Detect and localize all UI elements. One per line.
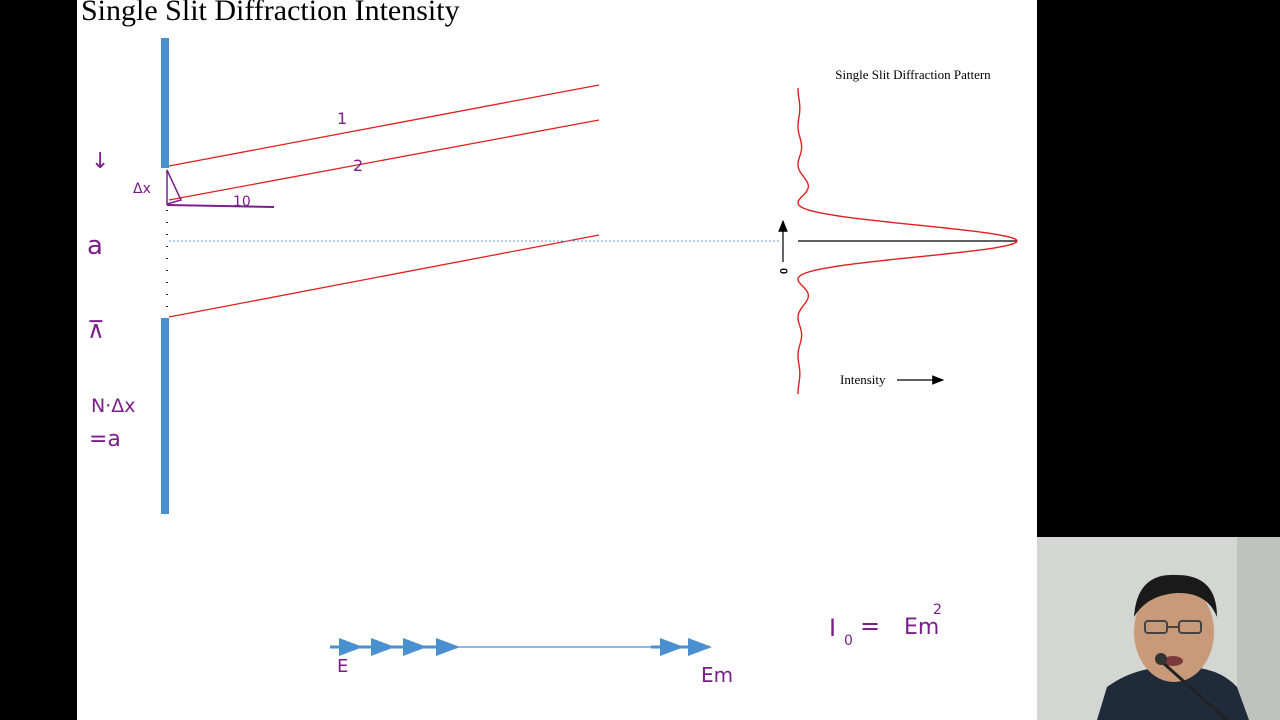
ray-bottom — [168, 234, 600, 318]
label-a: a — [87, 231, 103, 261]
ray-2 — [168, 119, 600, 201]
label-E: E — [337, 656, 348, 677]
intensity-curve — [797, 87, 1018, 395]
slit-barrier-bottom — [161, 318, 169, 514]
label-up-arrow: ⊼ — [87, 316, 105, 344]
label-Em: Em — [701, 663, 733, 687]
ray-1 — [168, 84, 600, 167]
diagram-canvas: 1 2 Δx 10 ↓ a ⊼ N·Δx =a E Em I 0 = Em 2 … — [87, 38, 1018, 687]
diffraction-pattern-chart: Single Slit Diffraction Pattern 0 Intens… — [777, 67, 1018, 395]
slide-title: Single Slit Diffraction Intensity — [81, 0, 460, 27]
label-ray-1: 1 — [337, 109, 347, 128]
formula-I-subscript: 0 — [844, 633, 853, 649]
label-eq-a: =a — [89, 427, 121, 452]
formula-superscript: 2 — [933, 602, 942, 618]
formula-Em: Em — [904, 615, 939, 640]
presenter-image — [1037, 537, 1280, 720]
slide: Single Slit Diffraction Intensity 1 2 Δx… — [77, 0, 1037, 720]
label-theta: 10 — [233, 194, 251, 210]
theta-baseline — [166, 204, 275, 208]
chart-title: Single Slit Diffraction Pattern — [835, 67, 991, 82]
chart-origin-label: 0 — [777, 268, 789, 274]
chart-xlabel: Intensity — [840, 372, 886, 387]
formula-I: I — [829, 614, 836, 642]
label-ray-2: 2 — [353, 156, 363, 175]
formula-equals: = — [860, 612, 880, 640]
label-n-dx: N·Δx — [91, 395, 136, 417]
path-difference-triangle — [166, 169, 183, 205]
label-down-arrow: ↓ — [91, 149, 109, 174]
label-dx: Δx — [133, 181, 151, 197]
slit-barrier-top — [161, 38, 169, 168]
presenter-webcam — [1037, 537, 1280, 720]
